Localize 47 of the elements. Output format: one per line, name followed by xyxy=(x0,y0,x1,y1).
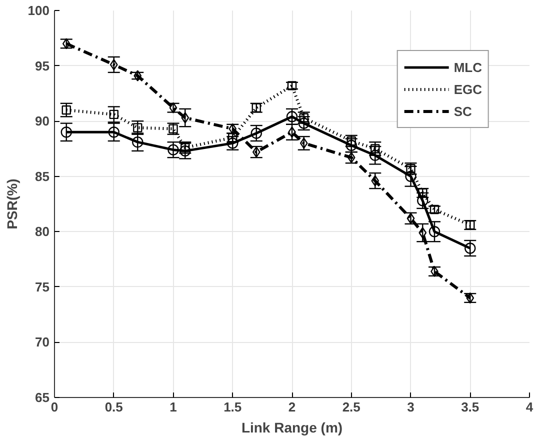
point xyxy=(428,226,440,238)
point xyxy=(168,144,179,156)
x-tick-label: 4 xyxy=(526,400,534,414)
x-tick-label: 0.5 xyxy=(104,400,123,414)
y-tick-label: 75 xyxy=(35,279,50,294)
point xyxy=(417,195,428,206)
y-tick-label: 80 xyxy=(35,224,50,240)
point xyxy=(180,145,191,157)
y-axis-title: PSR(%) xyxy=(4,178,20,230)
y-tick-label: 95 xyxy=(35,58,50,74)
y-tick-label: 65 xyxy=(35,390,50,405)
point xyxy=(134,70,142,82)
y-tick-label: 85 xyxy=(35,168,50,184)
legend-label: MLC xyxy=(454,60,482,74)
point xyxy=(60,126,72,138)
point xyxy=(62,38,70,50)
legend-label: EGC xyxy=(454,82,482,96)
point xyxy=(370,144,380,154)
point xyxy=(371,175,380,186)
point xyxy=(109,110,118,120)
x-tick-label: 2.5 xyxy=(342,400,360,414)
x-axis-title: Link Range (m) xyxy=(241,420,343,436)
y-tick-label: 100 xyxy=(28,3,50,18)
point xyxy=(181,112,190,124)
x-tick-label: 0 xyxy=(50,400,58,414)
x-tick-label: 1 xyxy=(170,400,177,414)
y-tick-label: 90 xyxy=(35,114,50,129)
point xyxy=(132,136,144,148)
point xyxy=(62,105,71,115)
point xyxy=(252,146,260,158)
x-tick-label: 3.5 xyxy=(461,400,480,414)
x-tick-label: 1.5 xyxy=(224,400,242,414)
point xyxy=(169,102,178,114)
point xyxy=(464,242,476,254)
point xyxy=(287,81,297,90)
point xyxy=(405,170,416,182)
x-tick-label: 3 xyxy=(407,400,414,414)
x-tick-label: 2 xyxy=(288,400,296,414)
point xyxy=(466,292,474,304)
point xyxy=(418,227,427,238)
y-tick-label: 70 xyxy=(35,334,50,350)
point xyxy=(370,150,381,161)
point xyxy=(108,126,120,138)
point xyxy=(110,59,118,70)
legend-label: SC xyxy=(454,104,473,118)
point xyxy=(300,138,308,149)
point xyxy=(250,128,262,139)
